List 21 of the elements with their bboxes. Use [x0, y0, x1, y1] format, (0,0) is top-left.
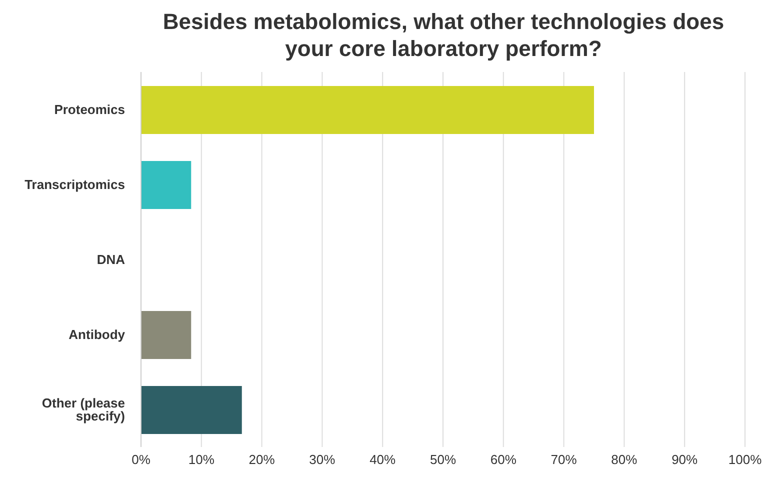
x-tick-label: 20% [248, 452, 276, 468]
x-tick-label: 40% [370, 452, 396, 468]
x-tick-label: 0% [132, 452, 151, 468]
x-tick-label: 90% [672, 452, 698, 468]
x-tick-label: 60% [490, 452, 517, 468]
x-tick-label: 100% [728, 452, 762, 468]
x-tick-label: 70% [550, 452, 578, 468]
bar [141, 386, 242, 434]
x-tick-label: 50% [430, 452, 456, 468]
y-tick-label: Antibody [68, 327, 126, 342]
bar [141, 161, 192, 209]
x-tick-label: 80% [611, 452, 638, 468]
y-tick-label: Proteomics [54, 102, 125, 118]
x-tick-label: 10% [188, 452, 215, 468]
bar [141, 86, 594, 134]
y-tick-label: Other (please specify) [42, 396, 125, 424]
bar [141, 311, 192, 359]
y-tick-label: Transcriptomics [24, 177, 125, 192]
chart-title: Besides metabolomics, what other technologies does your core laboratory perform? [162, 8, 726, 62]
y-tick-label: DNA [96, 252, 126, 268]
x-tick-label: 30% [309, 452, 336, 468]
